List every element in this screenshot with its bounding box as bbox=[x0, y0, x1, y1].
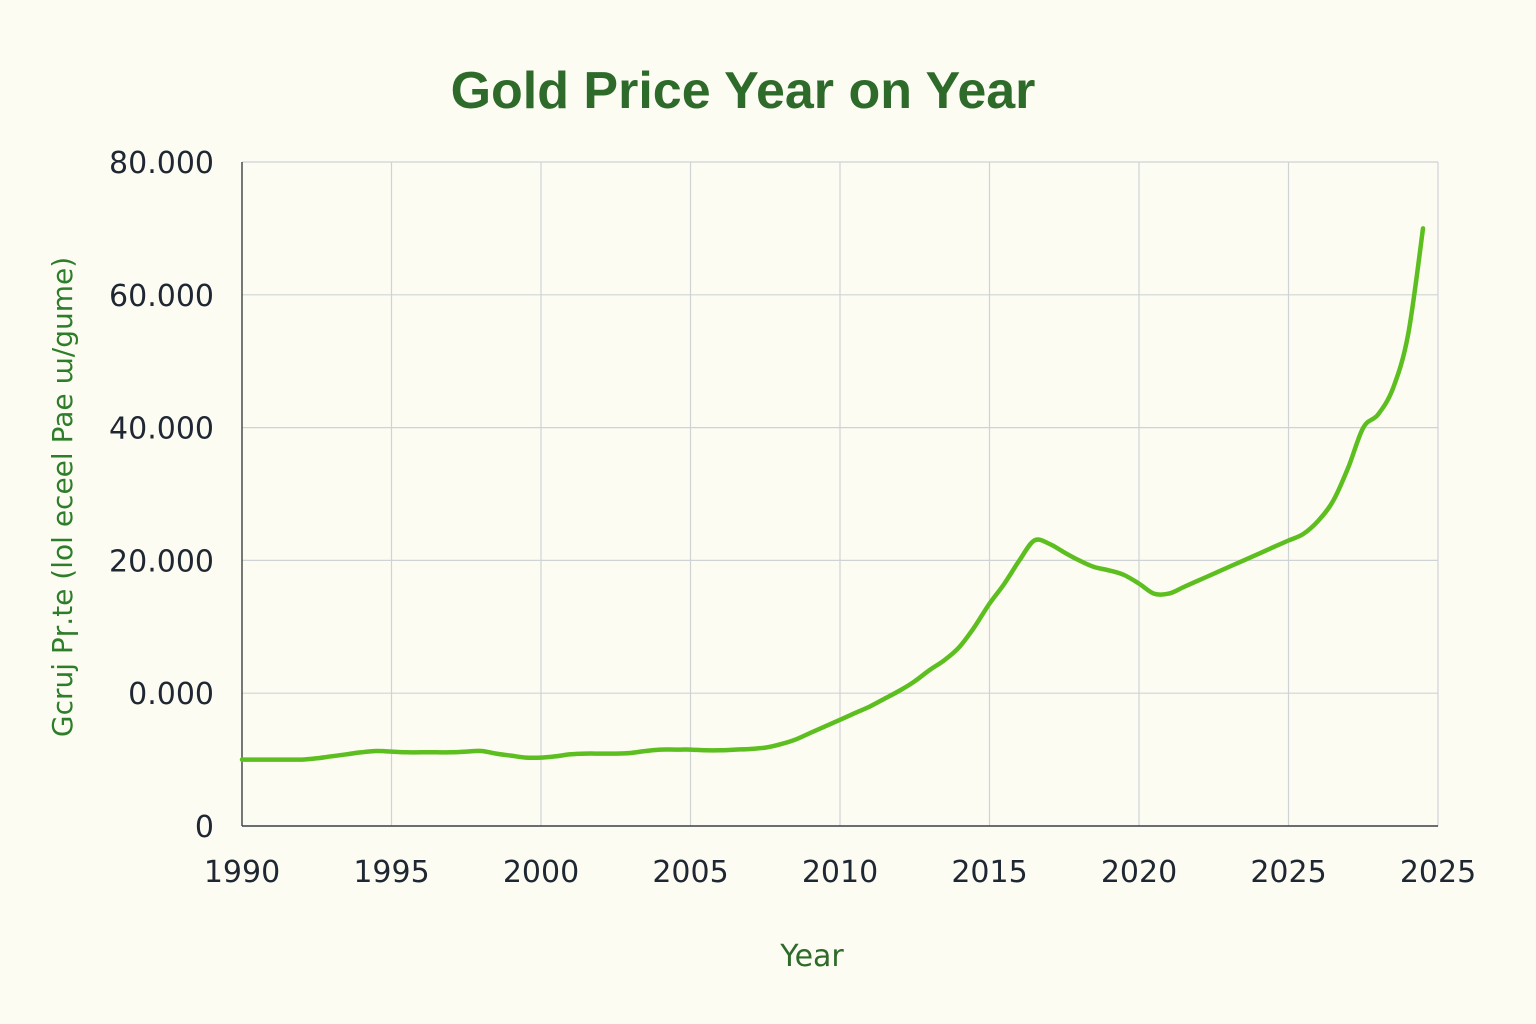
y-tick-label: 40.000 bbox=[109, 412, 214, 447]
axes bbox=[241, 162, 1438, 827]
y-tick-labels: 0 0.000 20.000 40.000 60.000 80.000 bbox=[109, 146, 214, 845]
x-axis-title: Year bbox=[779, 939, 844, 974]
x-tick-label: 2005 bbox=[652, 855, 728, 890]
grid bbox=[242, 161, 1439, 826]
x-tick-label: 2015 bbox=[951, 855, 1027, 890]
chart-title: Gold Price Year on Year bbox=[451, 62, 1036, 120]
series bbox=[239, 226, 1426, 762]
y-tick-label: 60.000 bbox=[109, 279, 214, 314]
x-tick-label: 1990 bbox=[204, 855, 280, 890]
x-tick-label: 2000 bbox=[503, 855, 579, 890]
x-tick-label: 2025 bbox=[1250, 855, 1326, 890]
x-tick-labels: 1990 1995 2000 2005 2010 2015 2020 2025 2025 bbox=[204, 855, 1476, 890]
y-tick-label: 0.000 bbox=[128, 677, 214, 712]
series-line-gold-price bbox=[239, 226, 1426, 762]
x-tick-label: 1995 bbox=[353, 855, 429, 890]
x-tick-label: 2025 bbox=[1400, 855, 1476, 890]
y-tick-label: 20.000 bbox=[109, 544, 214, 579]
x-tick-label: 2020 bbox=[1101, 855, 1177, 890]
y-axis-title: Gcruj Pɼ.te (lol eceel Pae ɯ/gume) bbox=[46, 257, 79, 737]
y-tick-label: 80.000 bbox=[109, 146, 214, 181]
x-tick-label: 2010 bbox=[802, 855, 878, 890]
y-tick-label: 0 bbox=[195, 810, 214, 845]
